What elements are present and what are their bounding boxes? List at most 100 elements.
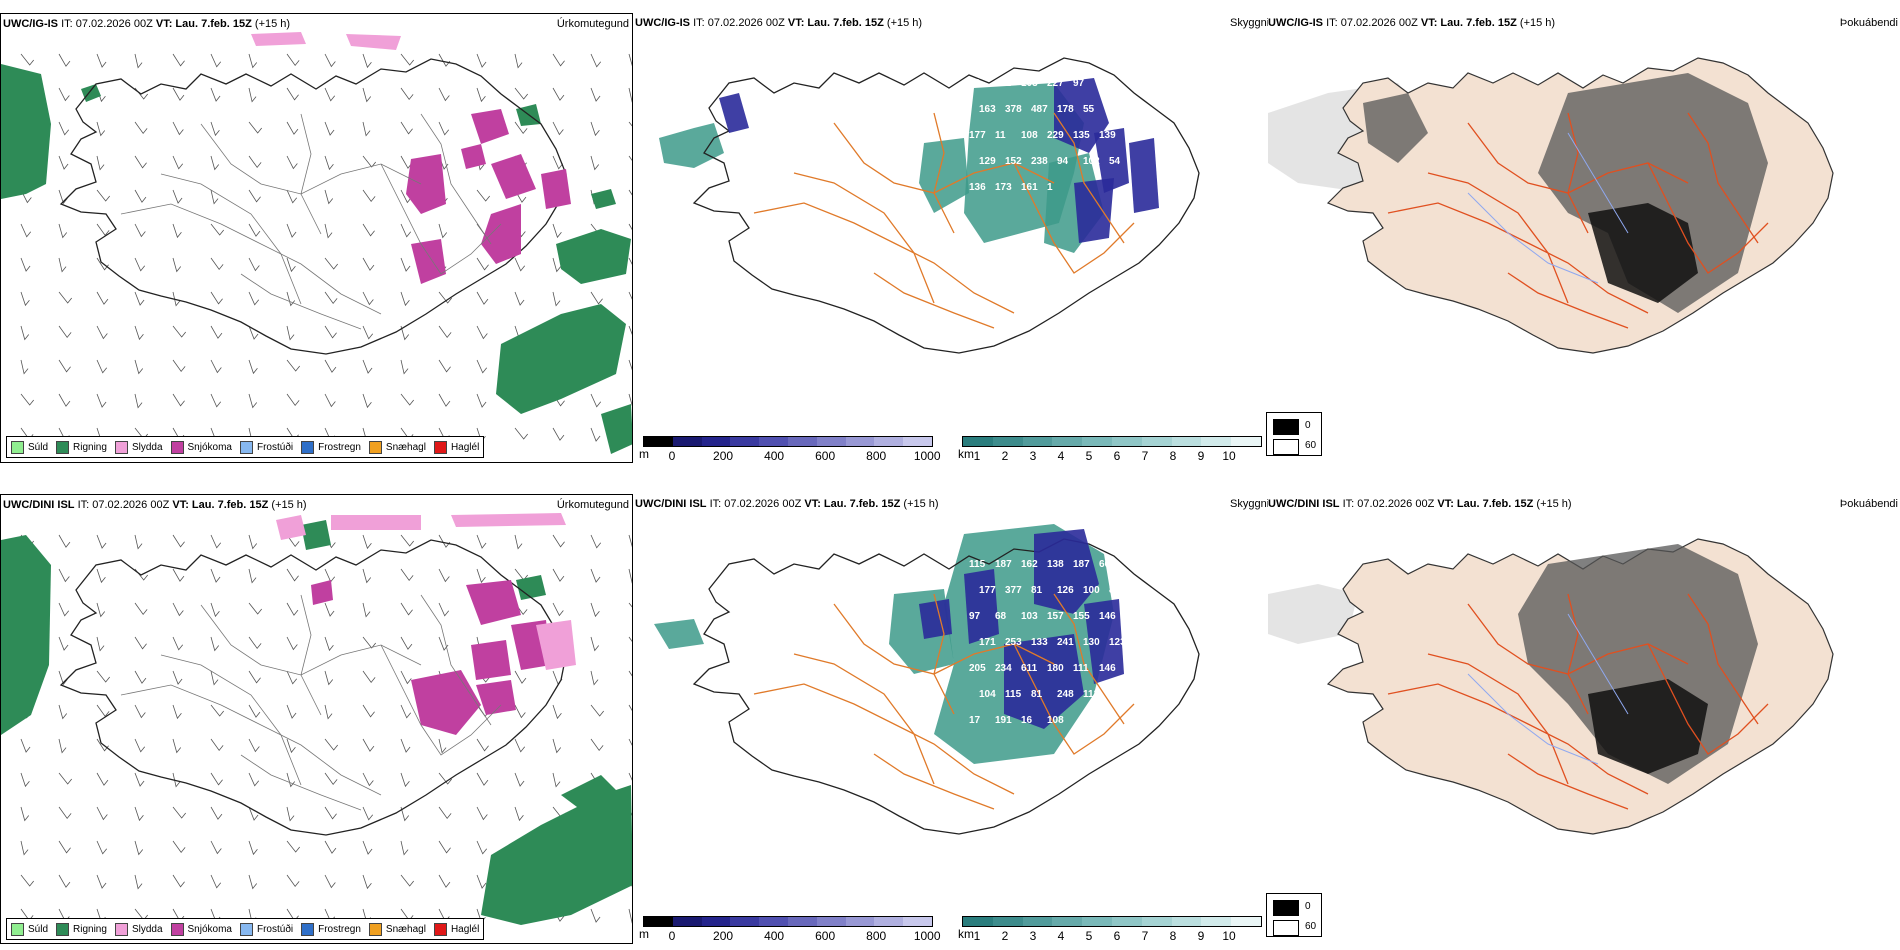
model-name: UWC/DINI ISL bbox=[3, 499, 75, 511]
wind-barb bbox=[286, 393, 300, 407]
wind-barb bbox=[96, 189, 111, 202]
valid-time: Lau. 7.feb. 15Z bbox=[1456, 498, 1534, 510]
legend-label: Súld bbox=[28, 441, 49, 453]
ceiling-colorbar: 0 200 400 600 800 1000 m bbox=[639, 916, 941, 943]
snow-area bbox=[411, 670, 481, 735]
colorbar-unit: km bbox=[958, 927, 974, 941]
road-line bbox=[753, 202, 1015, 314]
ceiling-label: 378 bbox=[1005, 104, 1022, 115]
wind-barb bbox=[362, 87, 372, 103]
wind-barb bbox=[324, 772, 338, 786]
wind-barb bbox=[400, 636, 413, 650]
wind-barb bbox=[476, 359, 488, 374]
road-line bbox=[200, 604, 422, 676]
lead-time: (+15 h) bbox=[886, 17, 923, 29]
wind-barb bbox=[58, 291, 73, 304]
wind-barb bbox=[58, 325, 72, 339]
road-line bbox=[240, 273, 362, 330]
precip-legend-item: Súld bbox=[11, 440, 49, 454]
ceiling-area bbox=[964, 569, 999, 644]
precip-legend-item: Snæhagl bbox=[368, 922, 426, 936]
wind-barb bbox=[590, 427, 601, 442]
road-line bbox=[380, 163, 502, 275]
colorbar-tick: 5 bbox=[1085, 929, 1093, 943]
colorbar-cell bbox=[1022, 917, 1053, 926]
legend-label: Frostregn bbox=[318, 441, 361, 453]
wind-barb bbox=[134, 636, 147, 650]
road-line bbox=[1053, 112, 1125, 244]
wind-barb bbox=[58, 806, 72, 820]
wind-barb bbox=[286, 806, 295, 822]
precip-map-row1 bbox=[1, 32, 632, 454]
colorbar-tick: 7 bbox=[1141, 929, 1149, 943]
wind-barb bbox=[400, 840, 409, 856]
precip-legend-item: Frostúði bbox=[239, 922, 293, 936]
wind-barb bbox=[552, 738, 562, 754]
wind-barb bbox=[20, 291, 30, 307]
colorbar-cell bbox=[845, 917, 875, 926]
fog-map-row1 bbox=[1268, 57, 1834, 354]
wind-barb bbox=[210, 155, 220, 171]
ceiling-label: 104 bbox=[979, 689, 996, 700]
wind-barb bbox=[362, 257, 375, 271]
colorbar-tick: 8 bbox=[1169, 929, 1177, 943]
wind-barb bbox=[248, 325, 259, 340]
wind-barb bbox=[134, 189, 147, 203]
wind-barb bbox=[590, 908, 601, 923]
wind-barb bbox=[400, 359, 409, 375]
wind-barb bbox=[324, 568, 336, 583]
snow-area bbox=[466, 580, 521, 625]
wind-barbs bbox=[20, 53, 632, 443]
ceiling-label: 146 bbox=[1099, 663, 1116, 674]
ceiling-label: 234 bbox=[995, 663, 1012, 674]
wind-barb bbox=[286, 738, 296, 754]
precip-legend: Súld Rigning Slydda Snjókoma Frostúði Frostre… bbox=[6, 436, 485, 458]
wind-barb bbox=[58, 602, 70, 617]
precip-legend-item: Haglél bbox=[433, 440, 479, 454]
road-line bbox=[160, 173, 302, 305]
colorbar-tick: 4 bbox=[1057, 449, 1065, 463]
wind-barb bbox=[514, 534, 523, 550]
wind-barb bbox=[324, 155, 334, 171]
wind-barb bbox=[400, 670, 412, 685]
wind-barb bbox=[590, 704, 605, 717]
wind-barb bbox=[172, 325, 187, 338]
wind-barb bbox=[628, 602, 632, 608]
wind-barb bbox=[134, 291, 145, 306]
wind-barb bbox=[324, 189, 334, 205]
vis-area bbox=[659, 123, 724, 168]
wind-barb bbox=[210, 223, 225, 236]
road-line bbox=[753, 683, 1015, 795]
wind-barb bbox=[552, 257, 562, 273]
wind-barb bbox=[438, 325, 452, 339]
legend-swatch bbox=[368, 440, 382, 454]
fog-legend-label: 0 bbox=[1305, 420, 1311, 431]
colorbar-cell bbox=[644, 437, 673, 446]
wind-barb bbox=[476, 806, 488, 821]
fog-dark bbox=[1538, 73, 1768, 313]
ceiling-label: 177 bbox=[979, 585, 996, 596]
wind-barb bbox=[628, 534, 632, 548]
wind-barb bbox=[476, 291, 489, 305]
road-line bbox=[240, 754, 362, 811]
panel-name-fog: Þokuábendi bbox=[1839, 498, 1898, 510]
wind-barb bbox=[58, 359, 71, 373]
wind-barb bbox=[134, 325, 144, 341]
lead-time: (+15 h) bbox=[1536, 498, 1572, 510]
lead-time: (+15 h) bbox=[1519, 17, 1556, 29]
wind-barb bbox=[362, 359, 373, 374]
legend-swatch bbox=[301, 922, 315, 936]
roads bbox=[753, 112, 1135, 329]
wind-barb bbox=[210, 636, 220, 652]
sleet-area bbox=[451, 513, 566, 527]
fog-map-row2 bbox=[1268, 538, 1834, 835]
cloud-map-row1 bbox=[659, 57, 1200, 354]
visibility-colorbar: 1 2 3 4 5 6 7 8 9 10 km bbox=[958, 916, 1262, 943]
wind-barb bbox=[362, 534, 372, 550]
legend-label: Súld bbox=[28, 923, 49, 935]
wind-barb bbox=[248, 636, 262, 650]
wind-barb bbox=[476, 257, 489, 271]
colorbar-tick: 7 bbox=[1141, 449, 1149, 463]
wind-barb bbox=[590, 291, 603, 305]
wind-barb bbox=[362, 602, 371, 618]
